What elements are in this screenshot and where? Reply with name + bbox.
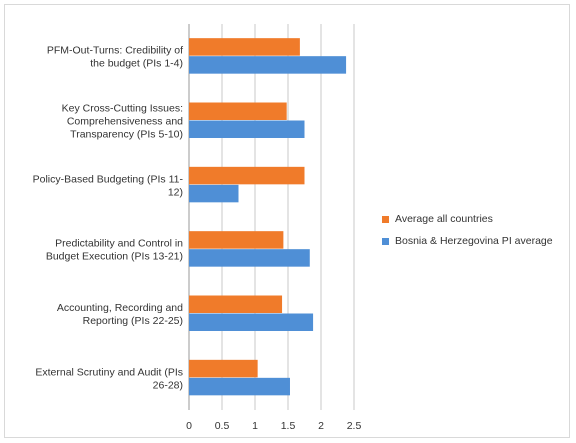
- legend-item-average-all-countries: Average all countries: [382, 208, 553, 230]
- bar-bih-4: [189, 313, 314, 331]
- category-label: Predictability and Control in Budget Exec…: [46, 238, 183, 263]
- bar-average-all-2: [189, 166, 305, 185]
- bar-bih-3: [189, 249, 310, 267]
- category-label: Accounting, Recording and Reporting (PIs …: [57, 302, 183, 327]
- x-tick-label: 2: [318, 420, 324, 432]
- x-tick-label: 1.5: [281, 420, 296, 432]
- legend-label: Average all countries: [395, 213, 493, 225]
- bar-average-all-0: [189, 38, 300, 56]
- legend-swatch: [382, 237, 389, 245]
- bar-average-all-4: [189, 295, 283, 313]
- category-label: Key Cross-Cutting Issues: Comprehensivene…: [62, 103, 184, 141]
- x-tick-label: 0: [186, 420, 192, 432]
- chart-frame: [4, 4, 570, 438]
- x-tick-label: 0.5: [215, 420, 230, 432]
- legend-label: Bosnia & Herzegovina PI average: [395, 235, 553, 247]
- legend-swatch: [382, 215, 389, 223]
- x-tick-label: 1: [252, 420, 258, 432]
- category-label: Policy-Based Budgeting (PIs 11-12): [33, 173, 184, 198]
- category-label: External Scrutiny and Audit (PIs 26-28): [35, 366, 183, 391]
- bar-bih-2: [189, 184, 239, 203]
- legend-item-bih-average: Bosnia & Herzegovina PI average: [382, 230, 553, 252]
- category-label: PFM-Out-Turns: Credibility of the budget …: [47, 45, 183, 70]
- bar-bih-1: [189, 120, 305, 138]
- bar-average-all-5: [189, 359, 258, 378]
- bar-bih-5: [189, 377, 290, 396]
- bar-average-all-3: [189, 231, 284, 249]
- bar-bih-0: [189, 56, 347, 74]
- bar-average-all-1: [189, 102, 287, 120]
- legend: Average all countries Bosnia & Herzegovi…: [382, 208, 553, 252]
- x-tick-label: 2.5: [347, 420, 362, 432]
